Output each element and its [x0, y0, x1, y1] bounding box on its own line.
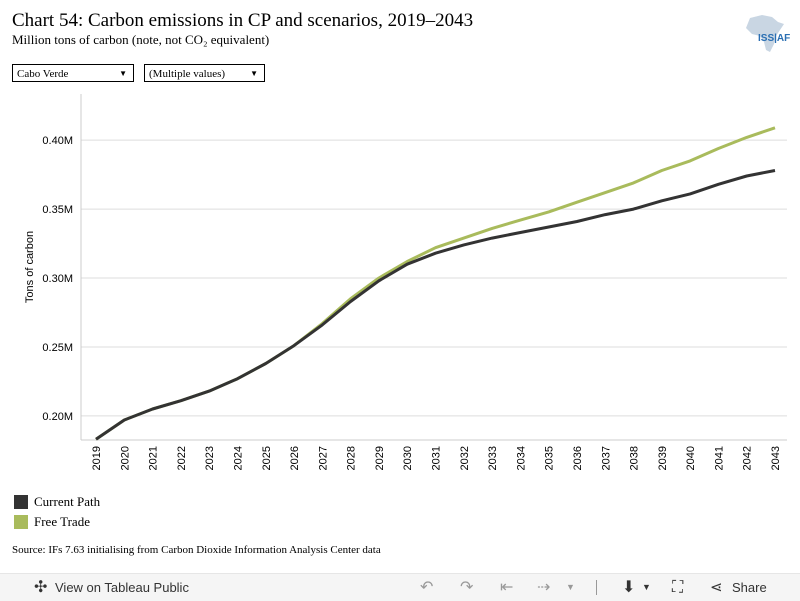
scenario-filter[interactable]: (Multiple values) ▼: [144, 64, 265, 82]
series-line-free-trade[interactable]: [95, 126, 776, 441]
y-tick-label: 0.40M: [42, 135, 73, 147]
x-tick-label: 2039: [657, 446, 669, 470]
chevron-down-icon[interactable]: ▼: [566, 582, 575, 592]
x-tick-label: 2029: [374, 446, 386, 470]
undo-icon[interactable]: ↶: [420, 579, 434, 596]
download-icon[interactable]: ⬇: [622, 579, 636, 596]
x-tick-labels: 2019 2020 2021 2022 2023 2024 2025 2026 2027 2028…: [91, 446, 782, 470]
fullscreen-icon[interactable]: ⛶: [672, 579, 684, 596]
view-on-tableau-link[interactable]: View on Tableau Public: [55, 580, 189, 595]
x-tick-label: 2019: [91, 446, 103, 470]
toolbar-divider: [596, 580, 597, 595]
y-tick-label: 0.35M: [42, 204, 73, 216]
source-note: Source: IFs 7.63 initialising from Carbo…: [12, 544, 381, 556]
share-icon[interactable]: ⋖: [710, 579, 723, 596]
y-tick-label: 0.20M: [42, 411, 73, 423]
x-tick-label: 2043: [770, 446, 782, 470]
refresh-icon[interactable]: ⇢: [537, 579, 551, 596]
series-lines: [95, 126, 776, 441]
chart-title: Chart 54: Carbon emissions in CP and sce…: [12, 10, 474, 31]
x-tick-label: 2020: [119, 446, 131, 470]
x-tick-label: 2040: [685, 446, 697, 470]
x-tick-label: 2037: [600, 446, 612, 470]
africa-map-icon: [746, 15, 784, 52]
legend-item-current-path[interactable]: Current Path: [14, 492, 100, 512]
x-tick-label: 2023: [204, 446, 216, 470]
x-tick-label: 2034: [515, 446, 527, 470]
legend-swatch: [14, 515, 28, 529]
x-tick-label: 2028: [346, 446, 358, 470]
scenario-filter-value: (Multiple values): [149, 68, 226, 80]
x-tick-label: 2035: [544, 446, 556, 470]
chevron-down-icon[interactable]: ▼: [642, 582, 651, 592]
country-filter-value: Cabo Verde: [17, 68, 69, 80]
x-tick-label: 2038: [629, 446, 641, 470]
x-tick-label: 2027: [317, 446, 329, 470]
y-tick-labels: 0.20M 0.25M 0.30M 0.35M 0.40M: [42, 135, 73, 423]
chevron-down-icon: ▼: [119, 69, 127, 78]
x-tick-label: 2042: [742, 446, 754, 470]
legend-item-free-trade[interactable]: Free Trade: [14, 512, 100, 532]
legend-label: Free Trade: [34, 514, 90, 529]
country-filter[interactable]: Cabo Verde ▼: [12, 64, 134, 82]
gridlines: [81, 139, 787, 417]
x-tick-label: 2036: [572, 446, 584, 470]
legend-label: Current Path: [34, 494, 101, 509]
x-tick-label: 2022: [176, 446, 188, 470]
tableau-logo-icon: ✣: [34, 579, 48, 596]
y-tick-label: 0.30M: [42, 273, 73, 285]
x-tick-label: 2024: [232, 446, 244, 470]
x-tick-label: 2031: [431, 446, 443, 470]
tableau-toolbar: ✣ View on Tableau Public ↶ ↷ ⇤ ⇢ ▼ ⬇ ▼ ⛶…: [0, 573, 800, 601]
x-tick-label: 2026: [289, 446, 301, 470]
x-tick-label: 2030: [402, 446, 414, 470]
x-tick-label: 2032: [459, 446, 471, 470]
issaf-logo: ISS|AF: [758, 33, 791, 44]
x-tick-label: 2033: [487, 446, 499, 470]
share-button[interactable]: Share: [732, 580, 767, 595]
x-tick-label: 2041: [713, 446, 725, 470]
x-tick-label: 2021: [148, 446, 160, 470]
x-tick-label: 2025: [261, 446, 273, 470]
redo-icon[interactable]: ↷: [460, 579, 474, 596]
y-axis-label: Tons of carbon: [24, 231, 36, 303]
chevron-down-icon: ▼: [250, 69, 258, 78]
legend: Current Path Free Trade: [14, 492, 100, 532]
revert-icon[interactable]: ⇤: [500, 579, 514, 596]
series-line-current-path[interactable]: [95, 169, 776, 441]
chart-subtitle: Million tons of carbon (note, not CO₂ eq…: [12, 32, 270, 47]
y-tick-label: 0.25M: [42, 342, 73, 354]
legend-swatch: [14, 495, 28, 509]
